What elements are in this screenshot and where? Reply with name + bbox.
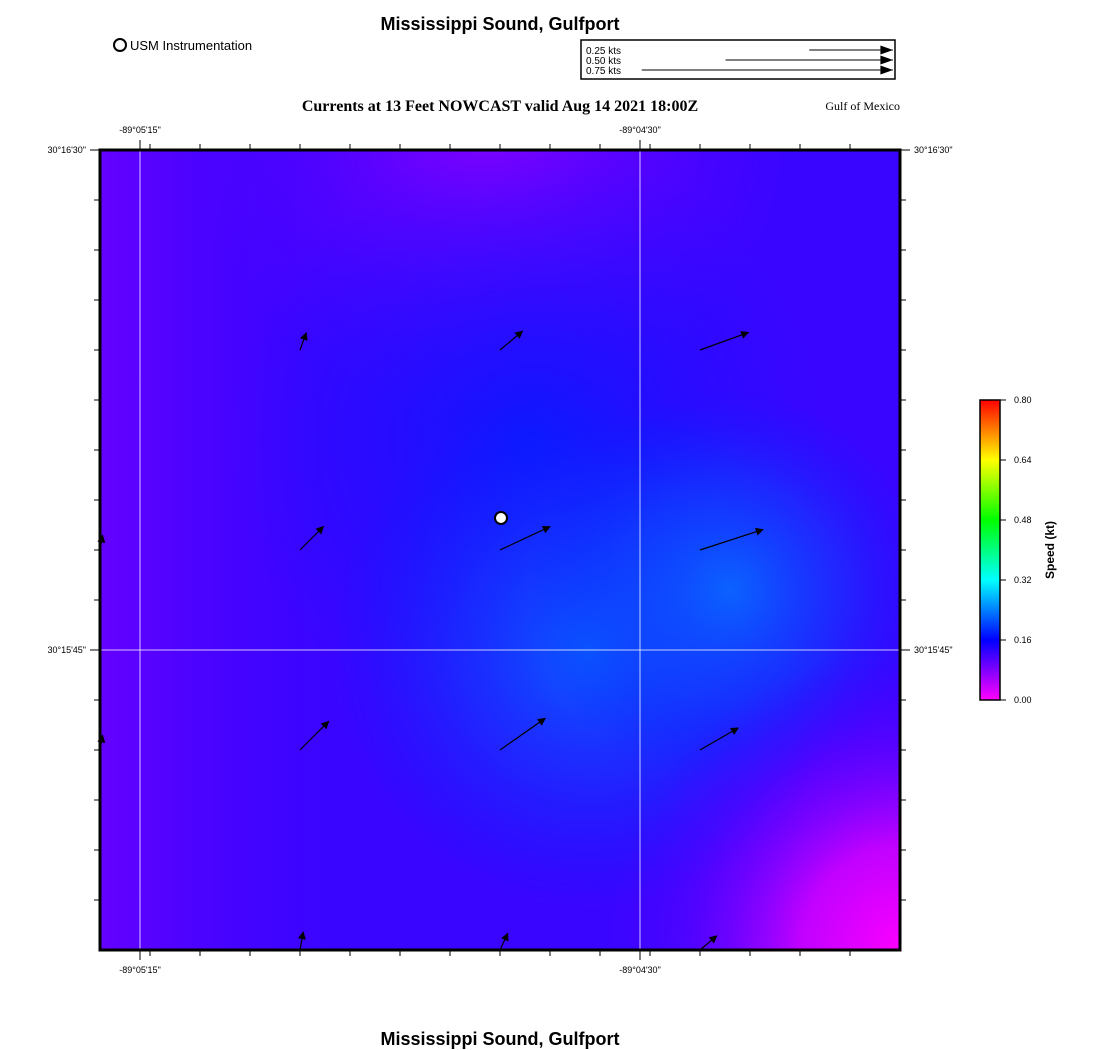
vector-legend-label-1: 0.25 kts bbox=[586, 46, 621, 57]
lon-label-top-1: -89°05'15" bbox=[119, 125, 161, 135]
current-vector-arrow bbox=[699, 727, 739, 751]
vector-legend-label-2: 0.50 kts bbox=[586, 56, 621, 67]
vector-legend-label-3: 0.75 kts bbox=[586, 66, 621, 77]
usm-station-marker[interactable] bbox=[494, 511, 508, 525]
colorbar-scale bbox=[979, 399, 1001, 701]
current-vector-arrow bbox=[499, 330, 524, 351]
colorbar-tick-label: 0.48 bbox=[1014, 515, 1032, 525]
lat-label-right-2: 30°15'45" bbox=[914, 645, 953, 655]
colorbar-title: Speed (kt) bbox=[1043, 521, 1057, 579]
colorbar-ticks: 0.80 0.64 0.48 0.32 0.16 0.00 bbox=[1000, 395, 1032, 705]
current-vector-arrow bbox=[499, 932, 509, 951]
frame-ticks bbox=[90, 140, 910, 960]
current-vectors bbox=[97, 330, 764, 951]
current-vector-arrow bbox=[499, 526, 551, 551]
plot-subtitle: Currents at 13 Feet NOWCAST valid Aug 14… bbox=[302, 98, 698, 115]
lat-label-right-1: 30°16'30" bbox=[914, 145, 953, 155]
colorbar-tick-label: 0.00 bbox=[1014, 695, 1032, 705]
colorbar-tick-label: 0.64 bbox=[1014, 455, 1032, 465]
current-vector-arrow bbox=[299, 331, 308, 351]
current-vector-arrow bbox=[299, 525, 325, 551]
current-vector-arrow bbox=[298, 931, 306, 951]
station-legend-icon bbox=[113, 38, 127, 52]
colorbar-tick-label: 0.32 bbox=[1014, 575, 1032, 585]
page-title: Mississippi Sound, Gulfport bbox=[380, 14, 619, 34]
colorbar: 0.80 0.64 0.48 0.32 0.16 0.00 Speed (kt) bbox=[979, 395, 1057, 705]
colorbar-tick-label: 0.80 bbox=[1014, 395, 1032, 405]
lon-label-bottom-1: -89°05'15" bbox=[119, 965, 161, 975]
footer-title: Mississippi Sound, Gulfport bbox=[380, 1029, 619, 1049]
current-vector-arrow bbox=[499, 717, 546, 751]
lon-label-top-2: -89°04'30" bbox=[619, 125, 661, 135]
current-vector-arrow bbox=[699, 527, 764, 551]
vector-scale-legend: 0.25 kts 0.50 kts 0.75 kts bbox=[580, 39, 896, 80]
current-vector-arrow bbox=[299, 720, 330, 751]
station-legend-label: USM Instrumentation bbox=[130, 38, 252, 53]
current-vector-arrow bbox=[699, 331, 750, 351]
lat-label-left-2: 30°15'45" bbox=[47, 645, 86, 655]
lat-label-left-1: 30°16'30" bbox=[47, 145, 86, 155]
graticule bbox=[100, 150, 900, 950]
region-label: Gulf of Mexico bbox=[825, 99, 900, 113]
current-vector-arrow bbox=[699, 935, 718, 951]
lon-label-bottom-2: -89°04'30" bbox=[619, 965, 661, 975]
colorbar-tick-label: 0.16 bbox=[1014, 635, 1032, 645]
